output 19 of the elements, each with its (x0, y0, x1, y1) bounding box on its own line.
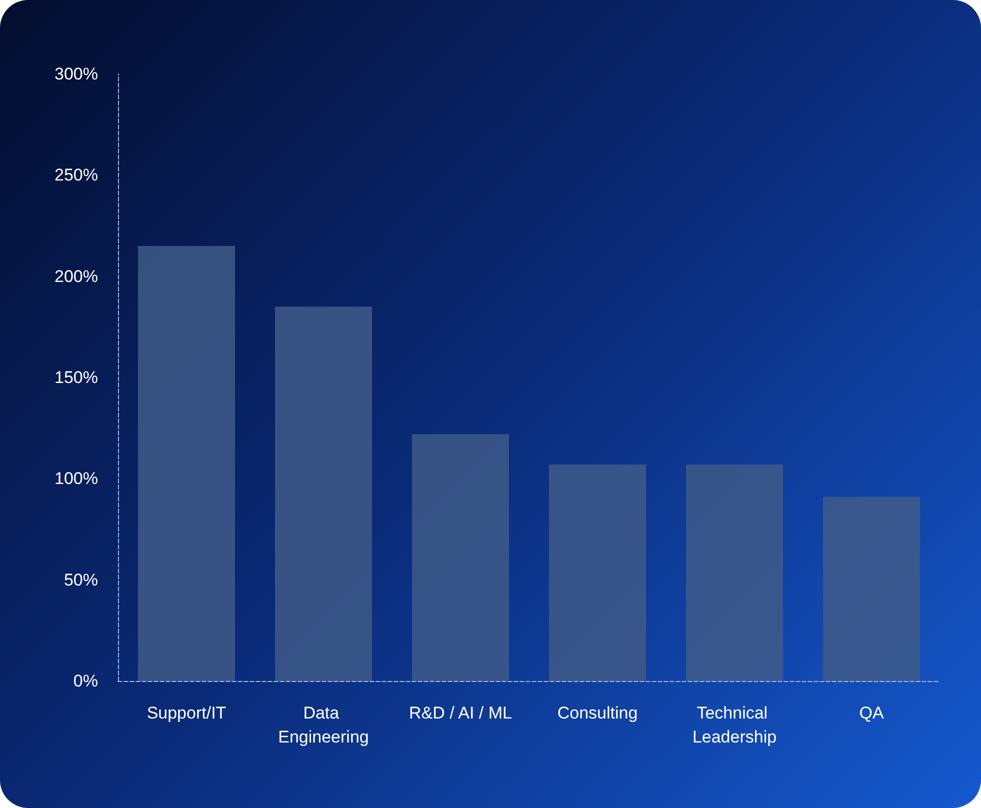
x-tick-label: QA (859, 704, 884, 722)
y-tick-label: 300% (54, 64, 98, 84)
bar (549, 464, 646, 681)
bar (823, 496, 920, 681)
x-tick-label: Data Engineering (278, 704, 369, 746)
x-tick-label: Support/IT (146, 704, 226, 722)
y-tick-label: 100% (54, 469, 98, 488)
bar (138, 246, 235, 681)
x-tick-label: Consulting (557, 704, 638, 722)
x-tick-label: R&D / AI / ML (409, 704, 512, 722)
y-tick-label: 150% (54, 368, 98, 387)
x-tick-label: Technical Leadership (692, 704, 777, 746)
bar (412, 434, 509, 681)
y-tick-label: 50% (64, 570, 98, 590)
y-tick-label: 200% (54, 266, 98, 286)
y-tick-label: 0% (73, 672, 98, 690)
bar (275, 306, 372, 681)
y-tick-label: 250% (54, 166, 98, 185)
bar (686, 464, 783, 681)
